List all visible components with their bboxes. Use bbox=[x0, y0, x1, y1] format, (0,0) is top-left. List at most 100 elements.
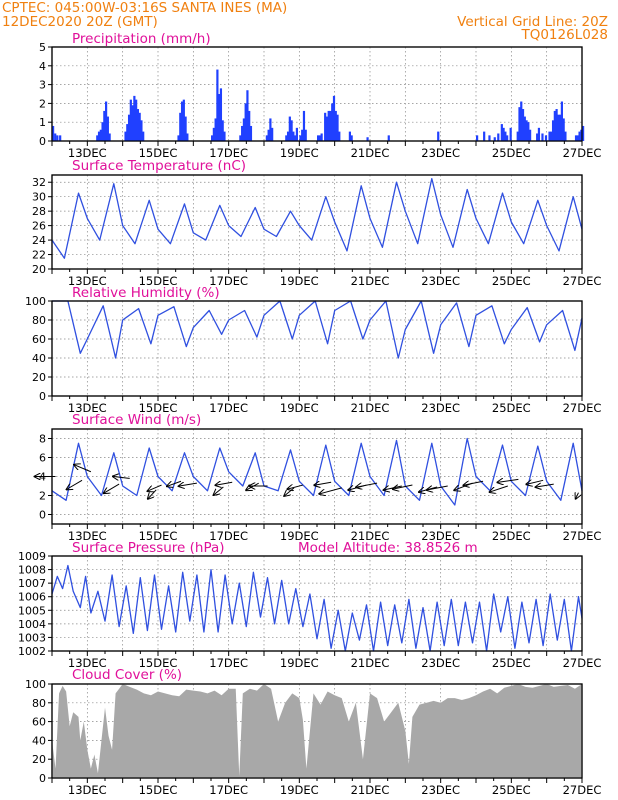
precip-bar bbox=[559, 114, 562, 141]
precip-bar bbox=[127, 114, 131, 141]
precip-bar bbox=[548, 131, 551, 141]
precip-bar bbox=[294, 135, 297, 141]
pres-title: Surface Pressure (hPa) bbox=[72, 540, 225, 556]
precip-bar bbox=[483, 131, 486, 141]
precip-bar bbox=[562, 118, 565, 141]
wind-xtick-label: 15DEC bbox=[139, 529, 178, 543]
wind-vector bbox=[314, 482, 332, 485]
precip-bar bbox=[244, 103, 247, 141]
precip-bar bbox=[126, 124, 129, 141]
precip-bar bbox=[286, 131, 290, 141]
rh-xtick-label: 23DEC bbox=[421, 401, 460, 415]
precip-bar bbox=[248, 110, 251, 141]
precip-bar bbox=[56, 135, 59, 141]
rh-ytick-label: 0 bbox=[39, 390, 46, 403]
precip-bar bbox=[221, 120, 224, 141]
pres-ytick-label: 1002 bbox=[18, 645, 46, 658]
cloud-xtick-label: 23DEC bbox=[421, 783, 460, 797]
pres-extra: Model Altitude: 38.8526 m bbox=[298, 540, 478, 556]
temp-ytick-label: 20 bbox=[32, 263, 46, 276]
cloud-xtick-label: 25DEC bbox=[492, 783, 531, 797]
cloud-ytick-label: 60 bbox=[32, 716, 46, 729]
precip-bar bbox=[560, 101, 563, 141]
wind-xtick-label: 23DEC bbox=[421, 529, 460, 543]
cloud-ytick-label: 0 bbox=[39, 772, 46, 785]
precip-ytick-label: 4 bbox=[39, 60, 46, 73]
precip-bar bbox=[338, 131, 341, 141]
wind-vector bbox=[497, 479, 519, 482]
temp-xtick-label: 17DEC bbox=[209, 274, 248, 288]
wind-vector bbox=[463, 481, 484, 485]
pres-ytick-label: 1003 bbox=[18, 631, 46, 644]
temp-xtick-label: 13DEC bbox=[68, 274, 107, 288]
precip-bar bbox=[179, 112, 182, 141]
precip-bar bbox=[219, 88, 223, 141]
precip-ytick-label: 2 bbox=[39, 97, 46, 110]
cloud-title: Cloud Cover (%) bbox=[72, 667, 182, 683]
precip-bar bbox=[136, 109, 139, 141]
pres-xtick-label: 21DEC bbox=[351, 656, 390, 670]
precip-bar bbox=[500, 124, 503, 141]
wind-vector bbox=[104, 483, 120, 493]
precip-xtick-label: 19DEC bbox=[280, 146, 319, 160]
precip-bar bbox=[320, 133, 323, 141]
precip-bar bbox=[527, 122, 530, 141]
pres-xtick-label: 25DEC bbox=[492, 656, 531, 670]
precip-bar bbox=[529, 129, 532, 141]
precip-bar bbox=[124, 131, 127, 141]
temp-xtick-label: 25DEC bbox=[492, 274, 531, 288]
precip-bar bbox=[574, 135, 578, 141]
rh-xtick-label: 21DEC bbox=[351, 401, 390, 415]
wind-vector bbox=[67, 479, 83, 489]
wind-vector bbox=[74, 465, 92, 473]
precip-bar bbox=[555, 109, 558, 141]
wind-xtick-label: 13DEC bbox=[68, 529, 107, 543]
precip-xtick-label: 13DEC bbox=[68, 146, 107, 160]
precip-bar bbox=[265, 135, 268, 141]
rh-xtick-label: 25DEC bbox=[492, 401, 531, 415]
cloud-xtick-label: 13DEC bbox=[68, 783, 107, 797]
precip-bar bbox=[553, 110, 556, 141]
pres-xtick-label: 27DEC bbox=[563, 656, 602, 670]
wind-vector bbox=[526, 480, 544, 484]
temp-ytick-label: 30 bbox=[32, 191, 46, 204]
precip-bar bbox=[223, 131, 226, 141]
rh-xtick-label: 19DEC bbox=[280, 401, 319, 415]
wind-vector bbox=[490, 485, 508, 492]
rh-xtick-label: 15DEC bbox=[139, 401, 178, 415]
wind-vector bbox=[287, 485, 303, 489]
precip-bar bbox=[493, 137, 496, 141]
precip-bar bbox=[301, 129, 304, 141]
precip-bar bbox=[557, 114, 560, 141]
precip-bar bbox=[52, 125, 55, 141]
precip-bar bbox=[564, 131, 567, 141]
precip-bar bbox=[332, 95, 336, 141]
rh-ytick-label: 60 bbox=[32, 333, 46, 346]
precip-bar bbox=[521, 109, 525, 141]
precip-bar bbox=[536, 133, 539, 141]
temp-series-line bbox=[51, 177, 583, 259]
cloud-xtick-label: 21DEC bbox=[351, 783, 390, 797]
precip-bar bbox=[295, 127, 298, 141]
precip-bar bbox=[506, 135, 509, 141]
precip-bar bbox=[106, 116, 109, 141]
rh-xtick-label: 27DEC bbox=[563, 401, 602, 415]
temp-xtick-label: 27DEC bbox=[563, 274, 602, 288]
precip-bar bbox=[523, 116, 526, 141]
wind-title: Surface Wind (m/s) bbox=[72, 412, 201, 428]
cloud-ytick-label: 20 bbox=[32, 753, 46, 766]
precip-bar bbox=[103, 110, 106, 141]
wind-vector bbox=[214, 486, 224, 495]
precip-bar bbox=[509, 127, 512, 141]
precip-bar bbox=[216, 69, 219, 141]
precip-bar bbox=[292, 131, 295, 141]
precip-bar bbox=[437, 131, 440, 141]
precip-xtick-label: 15DEC bbox=[139, 146, 178, 160]
precip-bar bbox=[304, 129, 307, 141]
precip-bar bbox=[54, 133, 57, 141]
temp-ytick-label: 22 bbox=[32, 249, 46, 262]
precip-bar bbox=[334, 110, 337, 141]
precip-bar bbox=[504, 131, 507, 141]
precip-bar bbox=[317, 135, 320, 141]
pres-ytick-label: 1004 bbox=[18, 618, 46, 631]
